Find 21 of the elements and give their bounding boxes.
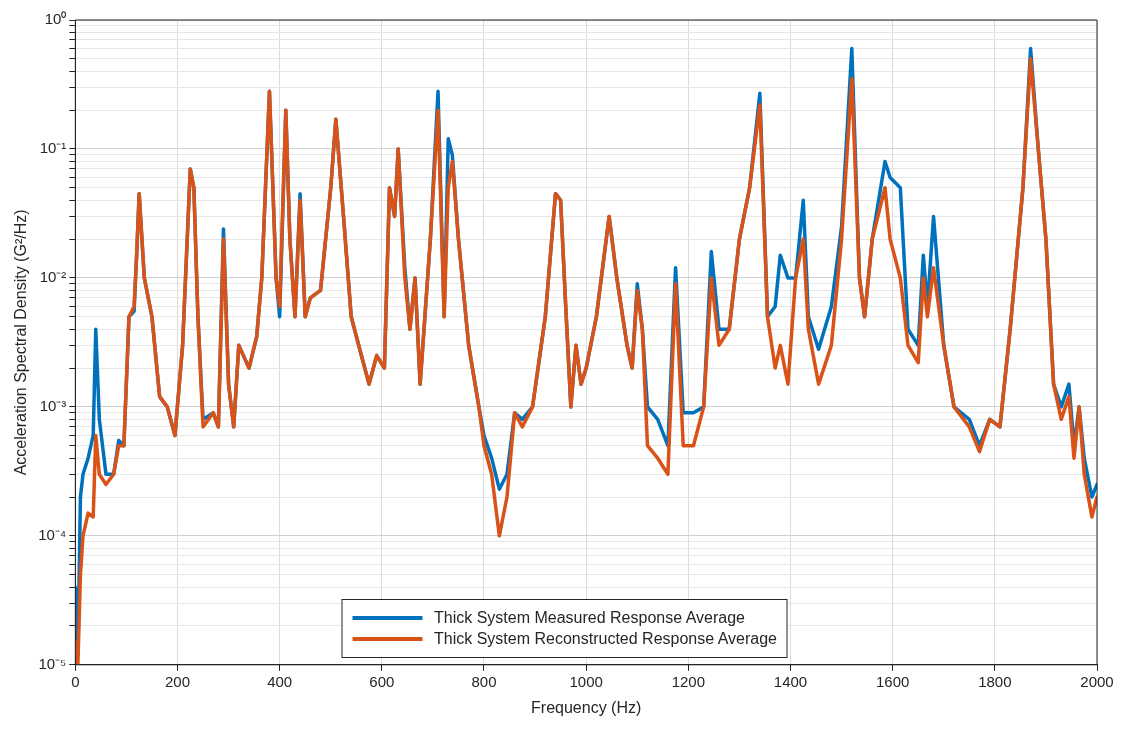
y-tick-label: 10⁻² bbox=[39, 268, 67, 286]
x-tick-label: 0 bbox=[71, 672, 80, 690]
y-axis-title: Acceleration Spectral Density (G²/Hz) bbox=[12, 209, 30, 476]
y-tick-label: 10⁰ bbox=[44, 10, 67, 28]
x-tick-label: 1200 bbox=[671, 672, 706, 690]
y-tick-label: 10⁻³ bbox=[39, 397, 67, 415]
x-tick-label: 200 bbox=[164, 672, 191, 690]
x-tick-label: 1400 bbox=[773, 672, 808, 690]
y-tick-label: 10⁻⁵ bbox=[38, 654, 67, 672]
y-tick-label: 10⁻¹ bbox=[39, 139, 67, 157]
x-tick-label: 800 bbox=[471, 672, 497, 690]
legend-label: Thick System Measured Response Average bbox=[434, 609, 745, 627]
x-tick-label: 1600 bbox=[875, 672, 910, 690]
x-axis-title: Frequency (Hz) bbox=[531, 698, 642, 716]
x-tick-label: 2000 bbox=[1080, 672, 1114, 690]
x-tick-label: 1800 bbox=[978, 672, 1012, 690]
x-tick-label: 600 bbox=[369, 672, 395, 690]
y-tick-label: 10⁻⁴ bbox=[38, 525, 67, 543]
x-tick-label: 1000 bbox=[569, 672, 603, 690]
x-tick-label: 400 bbox=[267, 672, 293, 690]
legend-label: Thick System Reconstructed Response Average bbox=[434, 630, 777, 648]
